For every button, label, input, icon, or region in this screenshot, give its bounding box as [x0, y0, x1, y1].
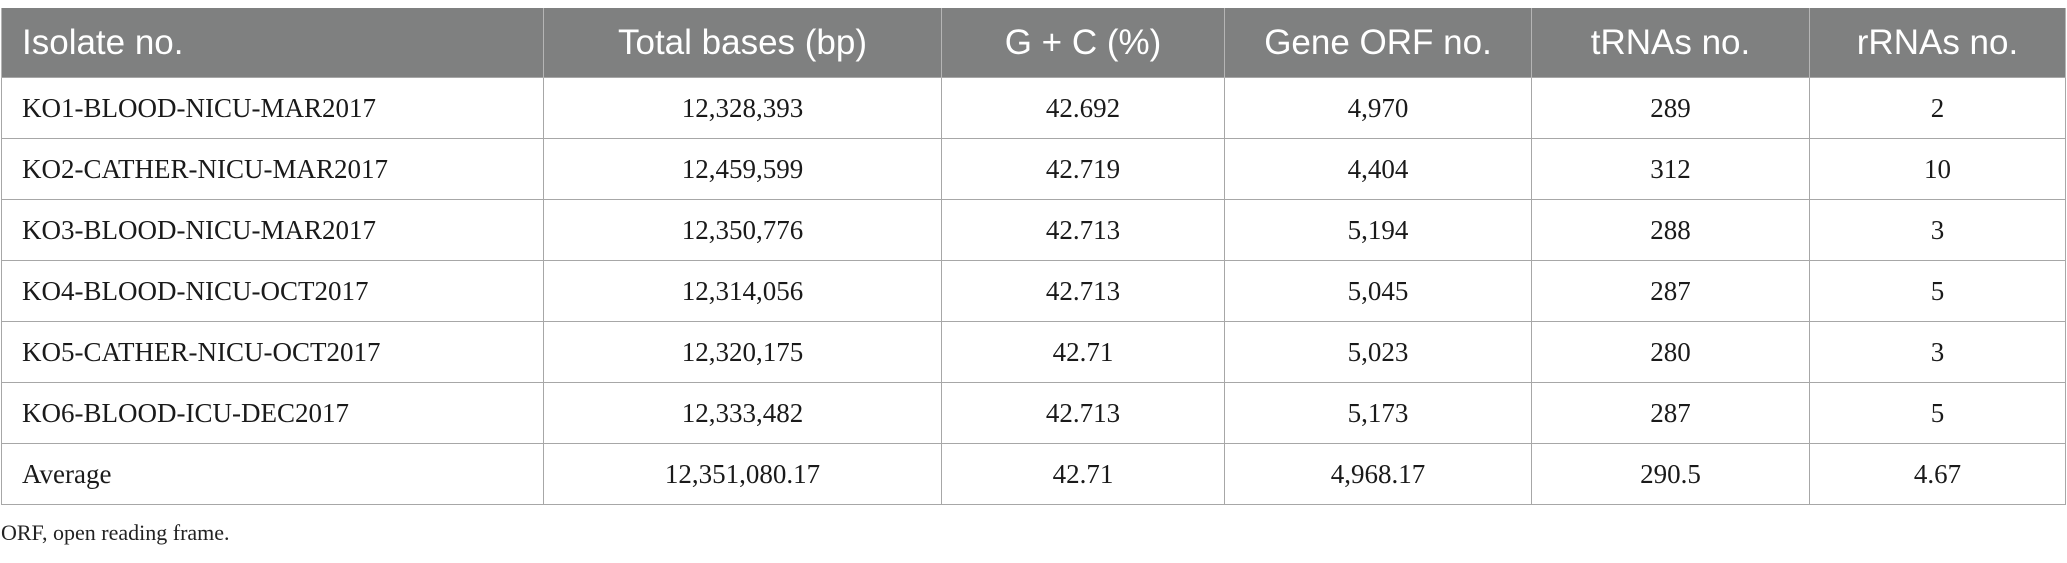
cell-gene-orf: 5,045 — [1224, 260, 1532, 322]
table-header: Isolate no. Total bases (bp) G + C (%) G… — [1, 8, 2066, 78]
table-row: KO3-BLOOD-NICU-MAR2017 12,350,776 42.713… — [1, 199, 2066, 261]
table-body: KO1-BLOOD-NICU-MAR2017 12,328,393 42.692… — [1, 77, 2066, 505]
cell-gene-orf: 4,404 — [1224, 138, 1532, 200]
table-row: KO1-BLOOD-NICU-MAR2017 12,328,393 42.692… — [1, 77, 2066, 139]
table-row: KO6-BLOOD-ICU-DEC2017 12,333,482 42.713 … — [1, 382, 2066, 444]
cell-gc-percent: 42.713 — [941, 382, 1225, 444]
cell-gene-orf: 5,194 — [1224, 199, 1532, 261]
cell-isolate: KO5-CATHER-NICU-OCT2017 — [1, 321, 544, 383]
header-rrnas: rRNAs no. — [1809, 8, 2066, 78]
cell-gene-orf: 5,023 — [1224, 321, 1532, 383]
cell-total-bases: 12,333,482 — [543, 382, 942, 444]
cell-total-bases: 12,328,393 — [543, 77, 942, 139]
cell-trnas: 312 — [1531, 138, 1810, 200]
cell-gc-percent: 42.692 — [941, 77, 1225, 139]
cell-rrnas: 10 — [1809, 138, 2066, 200]
cell-trnas: 288 — [1531, 199, 1810, 261]
average-row: Average 12,351,080.17 42.71 4,968.17 290… — [1, 443, 2066, 505]
table-row: KO2-CATHER-NICU-MAR2017 12,459,599 42.71… — [1, 138, 2066, 200]
cell-rrnas: 3 — [1809, 199, 2066, 261]
header-isolate: Isolate no. — [1, 8, 544, 78]
table-footnote: ORF, open reading frame. — [1, 520, 230, 545]
cell-isolate: KO3-BLOOD-NICU-MAR2017 — [1, 199, 544, 261]
cell-rrnas: 3 — [1809, 321, 2066, 383]
cell-total-bases: 12,459,599 — [543, 138, 942, 200]
cell-total-bases: 12,351,080.17 — [543, 443, 942, 505]
genome-table-container: Isolate no. Total bases (bp) G + C (%) G… — [0, 8, 2067, 505]
cell-isolate: KO1-BLOOD-NICU-MAR2017 — [1, 77, 544, 139]
cell-trnas: 287 — [1531, 260, 1810, 322]
cell-rrnas: 5 — [1809, 382, 2066, 444]
table-row: KO4-BLOOD-NICU-OCT2017 12,314,056 42.713… — [1, 260, 2066, 322]
cell-isolate: KO2-CATHER-NICU-MAR2017 — [1, 138, 544, 200]
cell-trnas: 280 — [1531, 321, 1810, 383]
header-trnas: tRNAs no. — [1531, 8, 1810, 78]
cell-trnas: 290.5 — [1531, 443, 1810, 505]
cell-trnas: 287 — [1531, 382, 1810, 444]
cell-isolate: KO6-BLOOD-ICU-DEC2017 — [1, 382, 544, 444]
cell-rrnas: 5 — [1809, 260, 2066, 322]
header-row: Isolate no. Total bases (bp) G + C (%) G… — [1, 8, 2066, 78]
cell-rrnas: 2 — [1809, 77, 2066, 139]
table-row: KO5-CATHER-NICU-OCT2017 12,320,175 42.71… — [1, 321, 2066, 383]
cell-gc-percent: 42.713 — [941, 260, 1225, 322]
header-gc-percent: G + C (%) — [941, 8, 1225, 78]
cell-gene-orf: 4,970 — [1224, 77, 1532, 139]
cell-trnas: 289 — [1531, 77, 1810, 139]
cell-gene-orf: 5,173 — [1224, 382, 1532, 444]
header-gene-orf: Gene ORF no. — [1224, 8, 1532, 78]
cell-total-bases: 12,320,175 — [543, 321, 942, 383]
cell-gene-orf: 4,968.17 — [1224, 443, 1532, 505]
header-total-bases: Total bases (bp) — [543, 8, 942, 78]
cell-rrnas: 4.67 — [1809, 443, 2066, 505]
cell-gc-percent: 42.71 — [941, 321, 1225, 383]
cell-gc-percent: 42.713 — [941, 199, 1225, 261]
cell-isolate: KO4-BLOOD-NICU-OCT2017 — [1, 260, 544, 322]
genome-statistics-table: Isolate no. Total bases (bp) G + C (%) G… — [1, 8, 2066, 505]
cell-gc-percent: 42.71 — [941, 443, 1225, 505]
cell-total-bases: 12,350,776 — [543, 199, 942, 261]
cell-isolate: Average — [1, 443, 544, 505]
cell-gc-percent: 42.719 — [941, 138, 1225, 200]
cell-total-bases: 12,314,056 — [543, 260, 942, 322]
